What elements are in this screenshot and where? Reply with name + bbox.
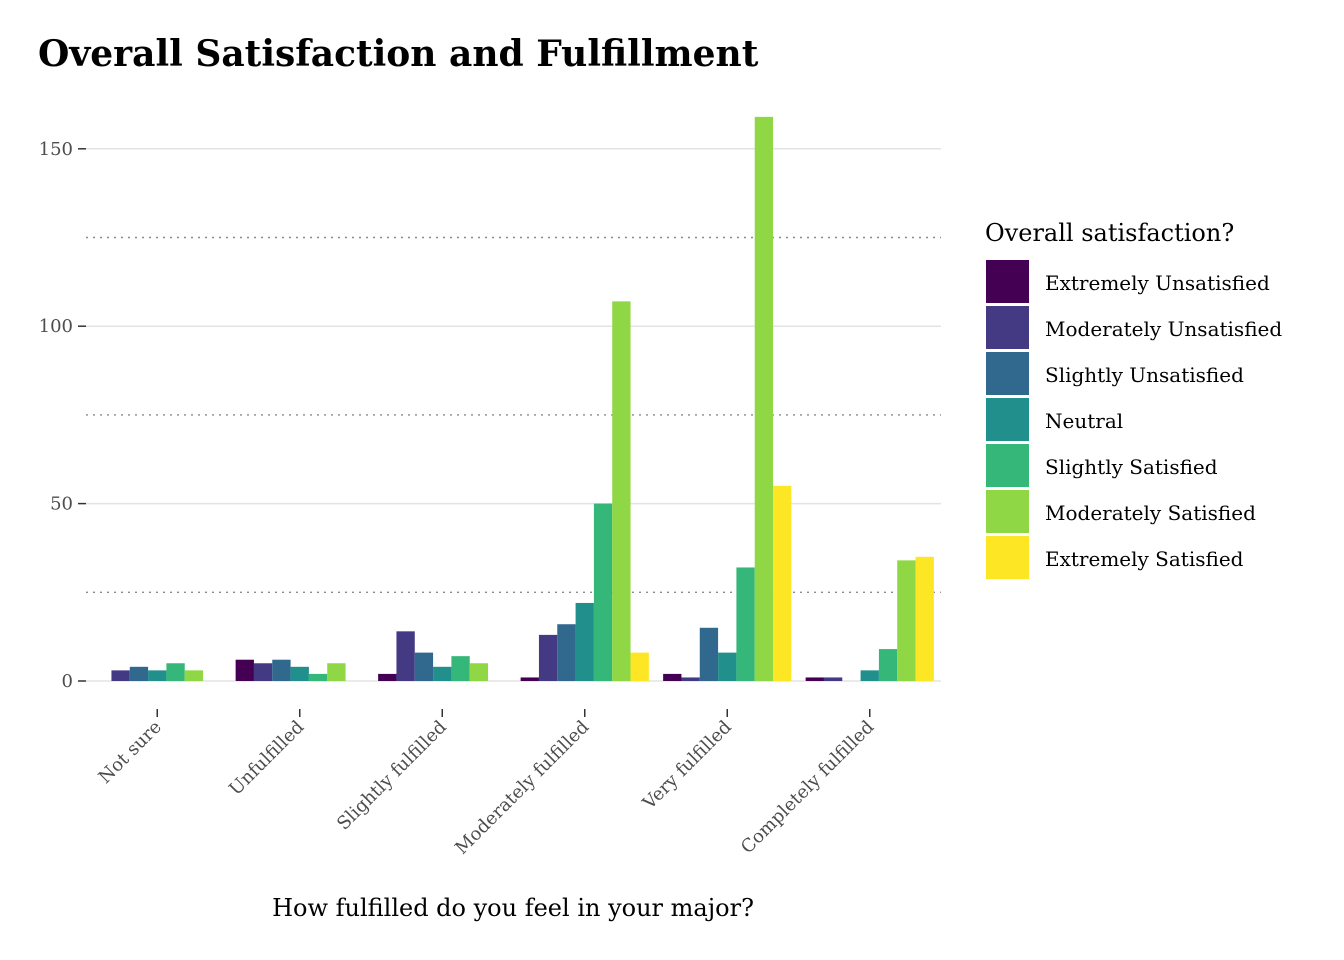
- x-tick-label: Not sure: [95, 717, 166, 788]
- legend-label: Extremely Unsatisfied: [1045, 271, 1270, 295]
- bar: [290, 666, 309, 681]
- bar: [699, 627, 719, 681]
- bar: [308, 673, 328, 681]
- y-tick-label: 100: [39, 316, 73, 337]
- bar: [805, 677, 824, 681]
- grid-lines: [86, 148, 941, 682]
- x-axis-label: How fulfilled do you feel in your major?: [272, 894, 754, 922]
- legend-key: [986, 306, 1029, 349]
- bar: [272, 659, 291, 681]
- bar: [878, 649, 898, 681]
- legend-key: [986, 260, 1029, 303]
- bar: [433, 666, 452, 681]
- legend-label: Moderately Satisfied: [1045, 501, 1256, 525]
- bar: [773, 485, 792, 681]
- x-tick-label: Slightly fulfilled: [333, 717, 451, 835]
- legend-title: Overall satisfaction?: [985, 219, 1234, 247]
- bar: [630, 652, 649, 681]
- bar: [166, 663, 185, 681]
- y-tick-label: 0: [62, 671, 73, 692]
- bar: [593, 503, 613, 681]
- bar: [754, 116, 774, 682]
- bar: [520, 677, 539, 681]
- bar: [538, 634, 558, 681]
- legend-label: Slightly Unsatisfied: [1045, 363, 1244, 387]
- bar: [663, 673, 682, 681]
- legend-key: [986, 352, 1029, 395]
- bar: [469, 663, 489, 681]
- bar: [253, 663, 273, 681]
- bar: [718, 652, 737, 681]
- bar: [557, 624, 576, 681]
- bar: [414, 652, 434, 681]
- bar: [612, 301, 631, 681]
- legend-label: Slightly Satisfied: [1045, 455, 1218, 479]
- bar: [111, 670, 130, 681]
- y-tick-label: 50: [50, 494, 73, 515]
- bar: [860, 670, 879, 681]
- bar: [235, 659, 254, 681]
- bars: [111, 116, 934, 682]
- legend-key: [986, 490, 1029, 533]
- bar: [897, 560, 916, 681]
- legend-label: Moderately Unsatisfied: [1045, 317, 1282, 341]
- bar: [736, 567, 755, 681]
- bar: [681, 677, 700, 681]
- legend: Overall satisfaction? Extremely Unsatisf…: [985, 219, 1282, 579]
- bar: [327, 663, 346, 681]
- x-tick-label: Very fulfilled: [638, 717, 736, 815]
- bar: [129, 666, 149, 681]
- bar: [184, 670, 204, 681]
- bar: [148, 670, 167, 681]
- legend-key: [986, 536, 1029, 579]
- bar: [915, 556, 934, 681]
- bar: [378, 673, 397, 681]
- legend-label: Extremely Satisfied: [1045, 547, 1244, 571]
- legend-label: Neutral: [1045, 409, 1123, 433]
- x-tick-label: Unfulfilled: [225, 717, 308, 800]
- legend-key: [986, 398, 1029, 441]
- bar: [451, 656, 470, 681]
- x-tick-label: Completely fulfilled: [737, 717, 878, 858]
- x-tick-label: Moderately fulfilled: [451, 717, 593, 859]
- y-tick-label: 150: [39, 139, 73, 160]
- legend-key: [986, 444, 1029, 487]
- bar: [575, 602, 594, 681]
- bar: [396, 631, 415, 681]
- x-axis: Not sure Unfulfilled Slightly fulfilled Mod…: [95, 709, 878, 859]
- chart-title: Overall Satisfaction and Fulfillment: [38, 33, 759, 75]
- bar: [823, 677, 843, 681]
- y-axis: 0 50 100 150: [39, 139, 86, 692]
